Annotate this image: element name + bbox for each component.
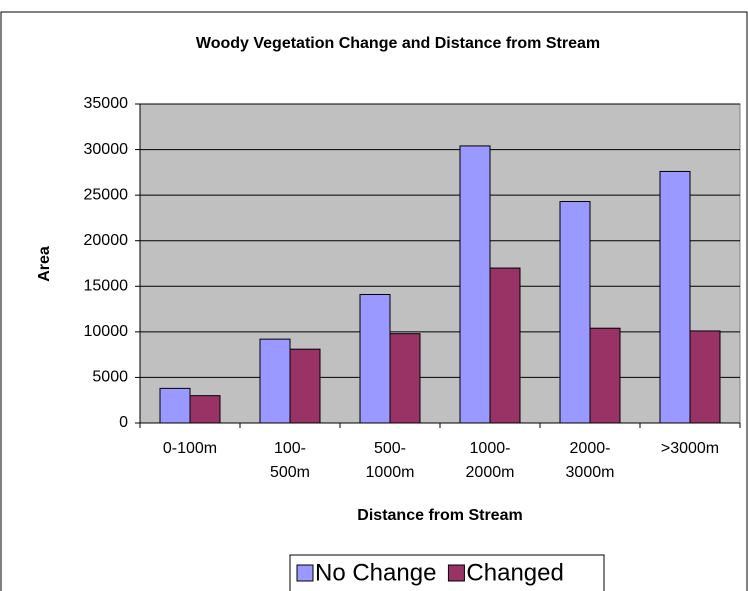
x-tick-label: 2000-3000m (565, 440, 615, 481)
x-tick-label: 500-1000m (365, 440, 415, 481)
bar (659, 170, 691, 424)
bar (259, 338, 291, 424)
bar (289, 348, 321, 424)
y-tick-label: 0 (119, 414, 128, 431)
bar (559, 201, 591, 424)
bar (389, 333, 421, 424)
bar (189, 395, 221, 424)
bar (489, 267, 521, 424)
legend-swatch (447, 564, 465, 582)
bar (689, 330, 721, 424)
x-tick-label: 0-100m (162, 440, 218, 457)
legend-label: No Change (315, 559, 436, 586)
bar (159, 387, 191, 424)
y-tick-label: 5000 (92, 369, 128, 386)
y-tick-label: 15000 (84, 278, 129, 295)
legend-swatch (296, 564, 314, 582)
x-tick-label: 100-500m (269, 440, 311, 481)
legend-box (289, 554, 605, 591)
bar (459, 145, 491, 424)
y-tick-label: 25000 (84, 186, 129, 203)
y-tick-label: 30000 (84, 141, 129, 158)
bar (589, 327, 621, 424)
plot-area (139, 103, 741, 424)
bar (359, 293, 391, 424)
legend-label: Changed (466, 559, 563, 586)
y-axis-label: Area (36, 246, 53, 282)
y-tick-label: 10000 (84, 323, 129, 340)
y-tick-label: 35000 (84, 95, 129, 112)
chart-title: Woody Vegetation Change and Distance fro… (196, 35, 600, 52)
x-tick-label: 1000-2000m (465, 440, 515, 481)
x-tick-label: >3000m (660, 440, 720, 457)
x-axis-label: Distance from Stream (357, 507, 522, 524)
y-tick-label: 20000 (84, 232, 129, 249)
